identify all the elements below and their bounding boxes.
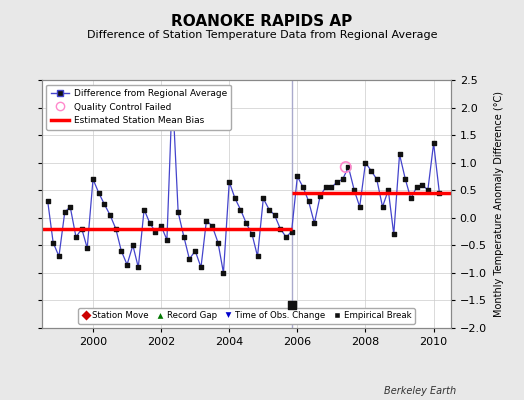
Point	[287, 228, 296, 235]
Point	[299, 184, 308, 191]
Point	[401, 176, 410, 182]
Point	[78, 226, 86, 232]
Point	[174, 209, 182, 216]
Point	[151, 228, 159, 235]
Point	[72, 234, 80, 240]
Point	[367, 168, 376, 174]
Point	[304, 198, 313, 204]
Point	[106, 212, 114, 218]
Point	[389, 231, 398, 238]
Point	[384, 187, 392, 194]
Point	[168, 88, 177, 94]
Point	[342, 164, 350, 170]
Point	[339, 176, 347, 182]
Point	[344, 164, 353, 170]
Point	[129, 242, 137, 248]
Point	[327, 184, 335, 191]
Point	[361, 160, 369, 166]
Point	[83, 245, 91, 251]
Point	[259, 195, 267, 202]
Point	[423, 187, 432, 194]
Point	[180, 234, 188, 240]
Point	[310, 220, 319, 226]
Text: Difference of Station Temperature Data from Regional Average: Difference of Station Temperature Data f…	[87, 30, 437, 40]
Point	[163, 237, 171, 243]
Point	[276, 226, 285, 232]
Point	[66, 204, 74, 210]
Point	[418, 182, 427, 188]
Point	[123, 262, 131, 268]
Point	[333, 179, 342, 185]
Point	[140, 206, 148, 213]
Point	[321, 184, 330, 191]
Point	[214, 239, 222, 246]
Point	[225, 179, 233, 185]
Point	[54, 253, 63, 260]
Point	[248, 231, 256, 238]
Point	[43, 198, 52, 204]
Point	[219, 270, 227, 276]
Point	[435, 190, 444, 196]
Point	[157, 223, 165, 229]
Point	[117, 248, 125, 254]
Point	[355, 204, 364, 210]
Point	[429, 140, 438, 146]
Point	[253, 253, 261, 260]
Point	[95, 190, 103, 196]
Point	[49, 239, 57, 246]
Point	[282, 234, 290, 240]
Point	[288, 302, 297, 308]
Legend: Station Move, Record Gap, Time of Obs. Change, Empirical Break: Station Move, Record Gap, Time of Obs. C…	[78, 308, 415, 324]
Point	[185, 256, 193, 262]
Point	[378, 204, 387, 210]
Point	[242, 220, 250, 226]
Point	[293, 173, 301, 180]
Point	[270, 212, 279, 218]
Point	[395, 151, 403, 158]
Point	[407, 195, 415, 202]
Point	[89, 176, 97, 182]
Point	[146, 220, 154, 226]
Point	[100, 201, 108, 207]
Point	[350, 187, 358, 194]
Point	[112, 226, 120, 232]
Point	[412, 184, 421, 191]
Point	[265, 206, 274, 213]
Point	[236, 206, 245, 213]
Point	[202, 217, 211, 224]
Point	[373, 176, 381, 182]
Point	[208, 223, 216, 229]
Point	[134, 264, 143, 270]
Text: ROANOKE RAPIDS AP: ROANOKE RAPIDS AP	[171, 14, 353, 29]
Point	[231, 195, 239, 202]
Y-axis label: Monthly Temperature Anomaly Difference (°C): Monthly Temperature Anomaly Difference (…	[494, 91, 504, 317]
Point	[61, 209, 69, 216]
Text: Berkeley Earth: Berkeley Earth	[384, 386, 456, 396]
Point	[197, 264, 205, 270]
Point	[191, 248, 199, 254]
Point	[316, 192, 324, 199]
